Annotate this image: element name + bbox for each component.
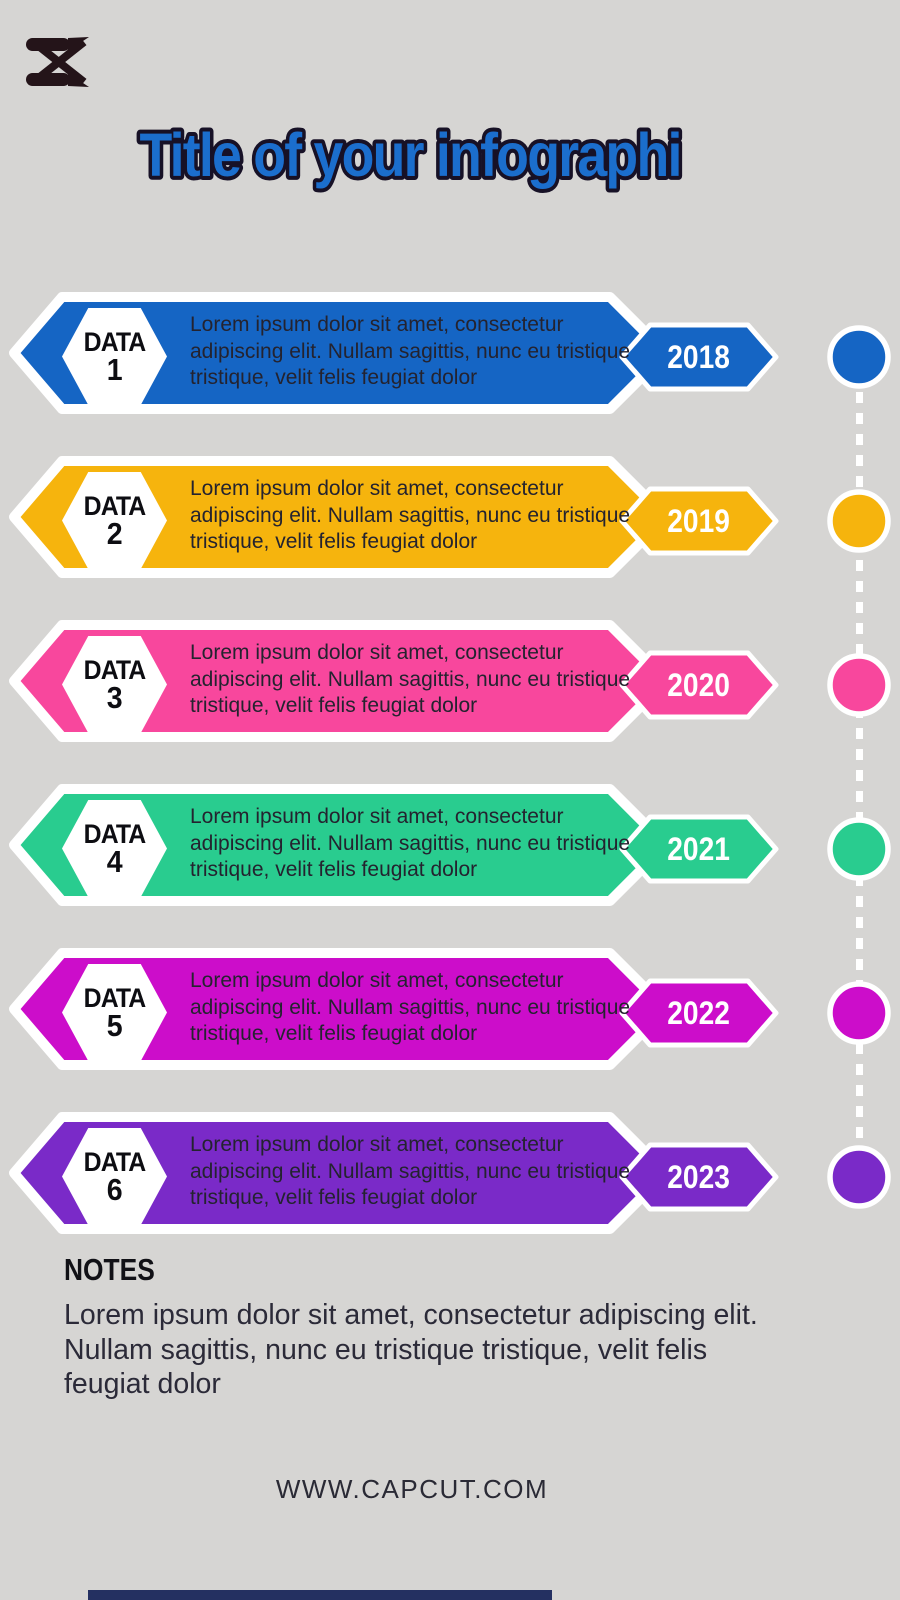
data-number: 2 — [106, 515, 123, 551]
data-label: DATA — [83, 818, 147, 849]
timeline-dot — [827, 817, 891, 881]
data-hexagon: DATA 3 — [62, 636, 167, 733]
timeline-row: DATA 4 Lorem ipsum dolor sit amet, conse… — [0, 763, 900, 927]
year-badge: 2018 — [622, 325, 776, 389]
row-description: Lorem ipsum dolor sit amet, consectetur … — [190, 1133, 631, 1209]
data-number: 6 — [106, 1171, 123, 1207]
page-title: Title of your infographi — [140, 122, 681, 190]
data-label: DATA — [83, 654, 147, 685]
notes-body: Lorem ipsum dolor sit amet, consectetur … — [64, 1299, 758, 1400]
timeline-row: DATA 1 Lorem ipsum dolor sit amet, conse… — [0, 271, 900, 435]
year-badge: 2019 — [622, 489, 776, 553]
year-badge: 2022 — [622, 981, 776, 1045]
year-badge-shape — [619, 1142, 779, 1212]
year-badge: 2023 — [622, 1145, 776, 1209]
notes-heading: NOTES — [64, 1252, 155, 1287]
timeline-connector-dotted-line — [856, 392, 863, 1150]
timeline-row: DATA 2 Lorem ipsum dolor sit amet, conse… — [0, 435, 900, 599]
website-url: WWW.CAPCUT.COM — [275, 1474, 549, 1504]
data-label: DATA — [83, 326, 147, 357]
timeline-row-art — [9, 1112, 891, 1234]
timeline-row: DATA 6 Lorem ipsum dolor sit amet, conse… — [0, 1091, 900, 1255]
row-description: Lorem ipsum dolor sit amet, consectetur … — [190, 477, 631, 553]
row-description: Lorem ipsum dolor sit amet, consectetur … — [190, 805, 631, 881]
timeline-dot — [827, 1145, 891, 1209]
row-description: Lorem ipsum dolor sit amet, consectetur … — [190, 641, 631, 717]
data-label: DATA — [83, 1146, 147, 1177]
timeline-row-art — [9, 784, 891, 906]
timeline-dot — [827, 489, 891, 553]
year-label: 2019 — [667, 502, 731, 539]
data-hexagon: DATA 4 — [62, 800, 167, 897]
year-label: 2021 — [667, 830, 731, 867]
row-description: Lorem ipsum dolor sit amet, consectetur … — [190, 969, 631, 1045]
timeline-row-art — [9, 948, 891, 1070]
data-label: DATA — [83, 982, 147, 1013]
data-number: 3 — [106, 679, 123, 715]
data-number: 1 — [106, 351, 123, 387]
timeline-row: DATA 5 Lorem ipsum dolor sit amet, conse… — [0, 927, 900, 1091]
timeline-dot — [827, 981, 891, 1045]
timeline-row-art — [9, 292, 891, 414]
capcut-logo-icon — [26, 37, 89, 87]
year-label: 2023 — [667, 1158, 731, 1195]
infographic-title-art: Title of your infographi — [136, 118, 686, 193]
data-number: 5 — [106, 1007, 123, 1043]
year-badge-shape — [619, 650, 779, 720]
timeline-dot — [827, 653, 891, 717]
footer-accent-bar — [88, 1590, 552, 1600]
year-badge-shape — [619, 322, 779, 392]
year-badge-shape — [619, 814, 779, 884]
data-label: DATA — [83, 490, 147, 521]
data-number: 4 — [106, 843, 123, 879]
timeline-row-art — [9, 620, 891, 742]
year-label: 2018 — [667, 338, 731, 375]
row-description: Lorem ipsum dolor sit amet, consectetur … — [190, 313, 631, 389]
year-badge: 2020 — [622, 653, 776, 717]
timeline-dot — [827, 325, 891, 389]
timeline-row: DATA 3 Lorem ipsum dolor sit amet, conse… — [0, 599, 900, 763]
timeline-row-art — [9, 456, 891, 578]
year-label: 2022 — [667, 994, 731, 1031]
year-label: 2020 — [667, 666, 731, 703]
year-badge-shape — [619, 486, 779, 556]
year-badge: 2021 — [622, 817, 776, 881]
year-badge-shape — [619, 978, 779, 1048]
